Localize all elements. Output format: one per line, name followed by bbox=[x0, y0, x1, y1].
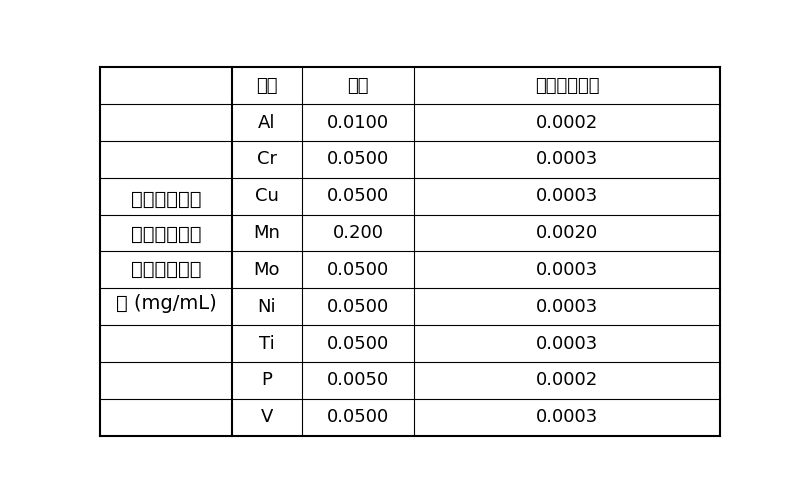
Text: 0.200: 0.200 bbox=[333, 224, 383, 242]
Text: 0.0003: 0.0003 bbox=[536, 187, 598, 205]
Text: Mo: Mo bbox=[254, 261, 280, 279]
Text: 0.0002: 0.0002 bbox=[536, 372, 598, 389]
Text: 0.0003: 0.0003 bbox=[536, 298, 598, 316]
Text: 0.0003: 0.0003 bbox=[536, 261, 598, 279]
Text: 浓度: 浓度 bbox=[347, 77, 369, 95]
Text: V: V bbox=[261, 408, 273, 426]
Text: P: P bbox=[262, 372, 272, 389]
Text: 0.0100: 0.0100 bbox=[327, 114, 389, 131]
Text: Mn: Mn bbox=[254, 224, 280, 242]
Text: 0.0050: 0.0050 bbox=[327, 372, 389, 389]
Text: Ni: Ni bbox=[258, 298, 276, 316]
Text: 0.0020: 0.0020 bbox=[536, 224, 598, 242]
Text: 钢铁中合金元: 钢铁中合金元 bbox=[130, 190, 202, 209]
Text: Cu: Cu bbox=[255, 187, 279, 205]
Text: Cr: Cr bbox=[257, 150, 277, 168]
Text: 0.0500: 0.0500 bbox=[327, 187, 389, 205]
Text: Al: Al bbox=[258, 114, 276, 131]
Text: 0.0003: 0.0003 bbox=[536, 150, 598, 168]
Text: 液 (mg/mL): 液 (mg/mL) bbox=[116, 294, 217, 313]
Text: 多元素标准溶: 多元素标准溶 bbox=[130, 259, 202, 278]
Text: 0.0003: 0.0003 bbox=[536, 408, 598, 426]
Text: 元素: 元素 bbox=[256, 77, 278, 95]
Text: 0.0500: 0.0500 bbox=[327, 298, 389, 316]
Text: 0.0500: 0.0500 bbox=[327, 408, 389, 426]
Text: 0.0500: 0.0500 bbox=[327, 150, 389, 168]
Text: 0.0500: 0.0500 bbox=[327, 335, 389, 353]
Text: 扩展不确定度: 扩展不确定度 bbox=[534, 77, 599, 95]
Text: Ti: Ti bbox=[259, 335, 275, 353]
Text: 素成分分析用: 素成分分析用 bbox=[130, 225, 202, 244]
Text: 0.0500: 0.0500 bbox=[327, 261, 389, 279]
Text: 0.0003: 0.0003 bbox=[536, 335, 598, 353]
Text: 0.0002: 0.0002 bbox=[536, 114, 598, 131]
